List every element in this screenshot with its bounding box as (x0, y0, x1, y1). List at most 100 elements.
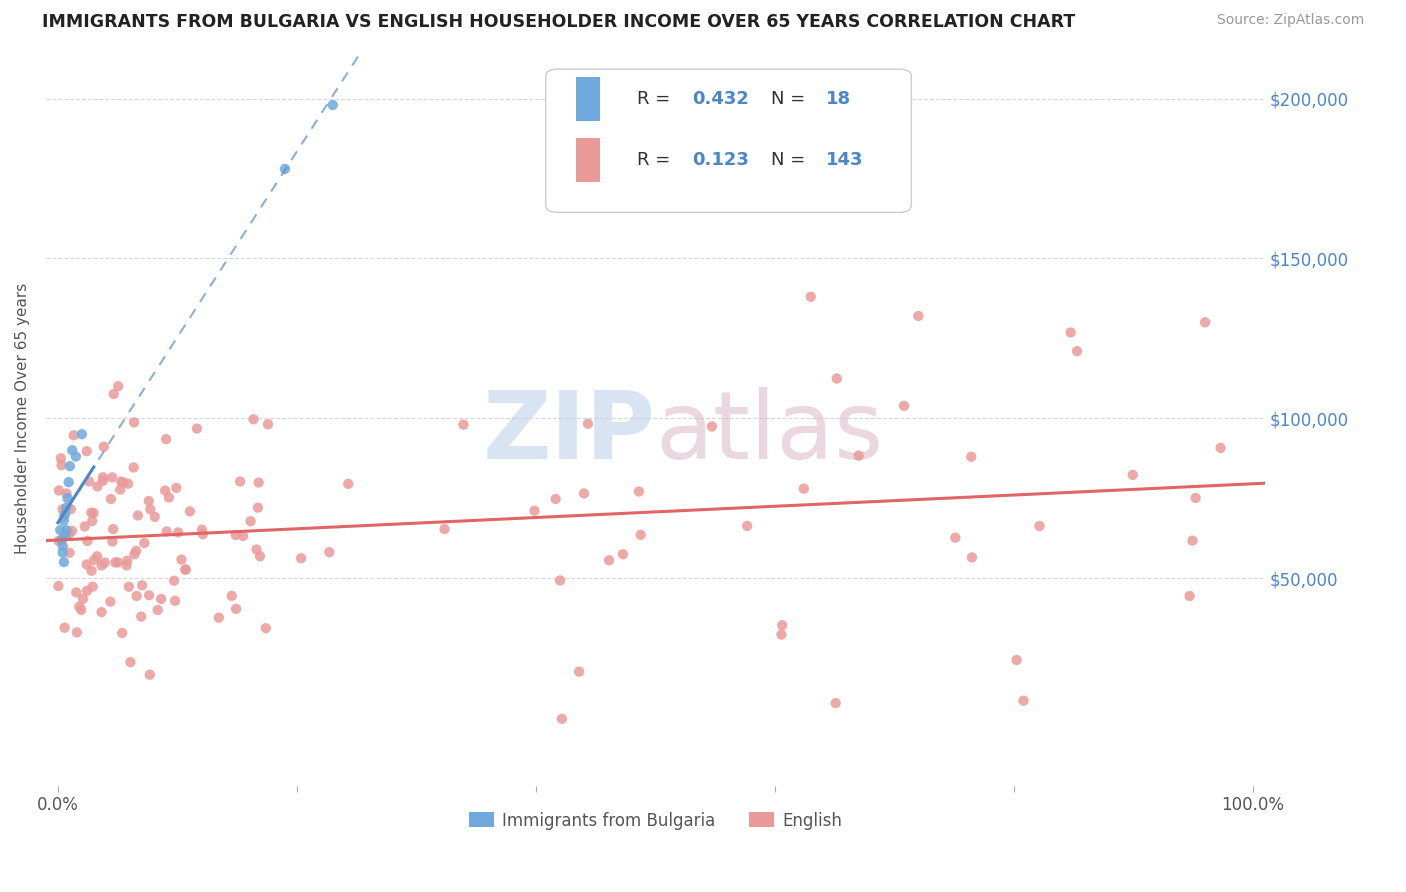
Point (56, 491, 79, 505)
Point (86, 549, 108, 564)
Point (101, 522, 124, 536)
Point (107, 556, 129, 570)
Point (453, 417, 475, 432)
Point (122, 416, 145, 430)
Point (110, 475, 132, 489)
Point (245, 542, 267, 557)
Point (793, 482, 815, 496)
Point (544, 491, 567, 506)
Point (612, 547, 634, 561)
Point (157, 491, 180, 505)
Point (1181, 533, 1204, 548)
Point (118, 580, 141, 594)
FancyBboxPatch shape (576, 137, 600, 182)
Point (55, 523, 77, 537)
Point (893, 399, 915, 413)
Point (107, 379, 129, 393)
Point (1012, 694, 1035, 708)
Point (960, 450, 983, 464)
Point (52, 555, 75, 569)
Point (55, 486, 77, 500)
Point (70, 427, 93, 442)
Point (66, 625, 89, 640)
Point (186, 421, 208, 435)
Point (120, 655, 142, 669)
Point (86, 479, 108, 493)
Point (48, 483, 70, 498)
Point (55, 500, 77, 515)
Point (163, 594, 186, 608)
Point (225, 528, 247, 542)
Point (568, 665, 591, 679)
Point (208, 610, 231, 624)
Point (143, 509, 166, 524)
Point (174, 563, 197, 577)
Point (101, 534, 124, 549)
Point (111, 626, 134, 640)
Point (53, 507, 76, 521)
Point (165, 481, 187, 495)
Point (146, 603, 169, 617)
Point (138, 494, 160, 508)
Point (153, 483, 176, 498)
Point (907, 309, 929, 323)
Point (51, 458, 73, 473)
Point (247, 475, 270, 490)
Point (82, 580, 104, 594)
Point (90, 605, 112, 619)
Text: Source: ZipAtlas.com: Source: ZipAtlas.com (1216, 13, 1364, 28)
Point (1194, 315, 1216, 329)
Point (83, 506, 105, 520)
Point (91, 474, 114, 488)
Point (239, 514, 262, 528)
Point (52, 502, 75, 516)
Point (48, 534, 70, 549)
Point (77, 475, 100, 489)
Point (51, 533, 73, 547)
Point (523, 504, 546, 518)
Point (76, 533, 98, 548)
Point (598, 553, 620, 567)
Point (76, 444, 98, 458)
Point (131, 578, 153, 592)
FancyBboxPatch shape (576, 77, 600, 121)
Point (52, 514, 75, 528)
Point (82, 514, 104, 528)
Point (104, 556, 127, 570)
Point (167, 525, 190, 540)
Text: R =: R = (637, 151, 676, 169)
Point (770, 618, 793, 632)
Point (49, 523, 72, 537)
Point (1209, 441, 1232, 455)
Point (1059, 326, 1081, 340)
Text: N =: N = (772, 151, 811, 169)
Point (83, 553, 105, 567)
Point (191, 523, 214, 537)
Point (1184, 491, 1206, 505)
Point (65, 450, 87, 464)
Point (246, 500, 269, 515)
Point (322, 98, 344, 112)
Point (139, 667, 162, 681)
Point (125, 589, 148, 603)
Point (52, 539, 75, 553)
Point (225, 602, 247, 616)
Point (59, 502, 82, 516)
Text: 18: 18 (827, 90, 851, 108)
Point (627, 484, 650, 499)
Text: 0.123: 0.123 (692, 151, 749, 169)
Point (170, 552, 193, 566)
Point (1005, 653, 1028, 667)
Point (943, 531, 966, 545)
Point (127, 508, 149, 523)
Point (229, 475, 252, 489)
Point (125, 544, 148, 558)
Point (179, 504, 201, 518)
Point (52, 509, 75, 524)
Point (58, 526, 80, 541)
Point (630, 528, 652, 542)
Point (318, 545, 340, 559)
Point (65, 585, 87, 599)
Point (290, 551, 312, 566)
Point (274, 161, 297, 176)
